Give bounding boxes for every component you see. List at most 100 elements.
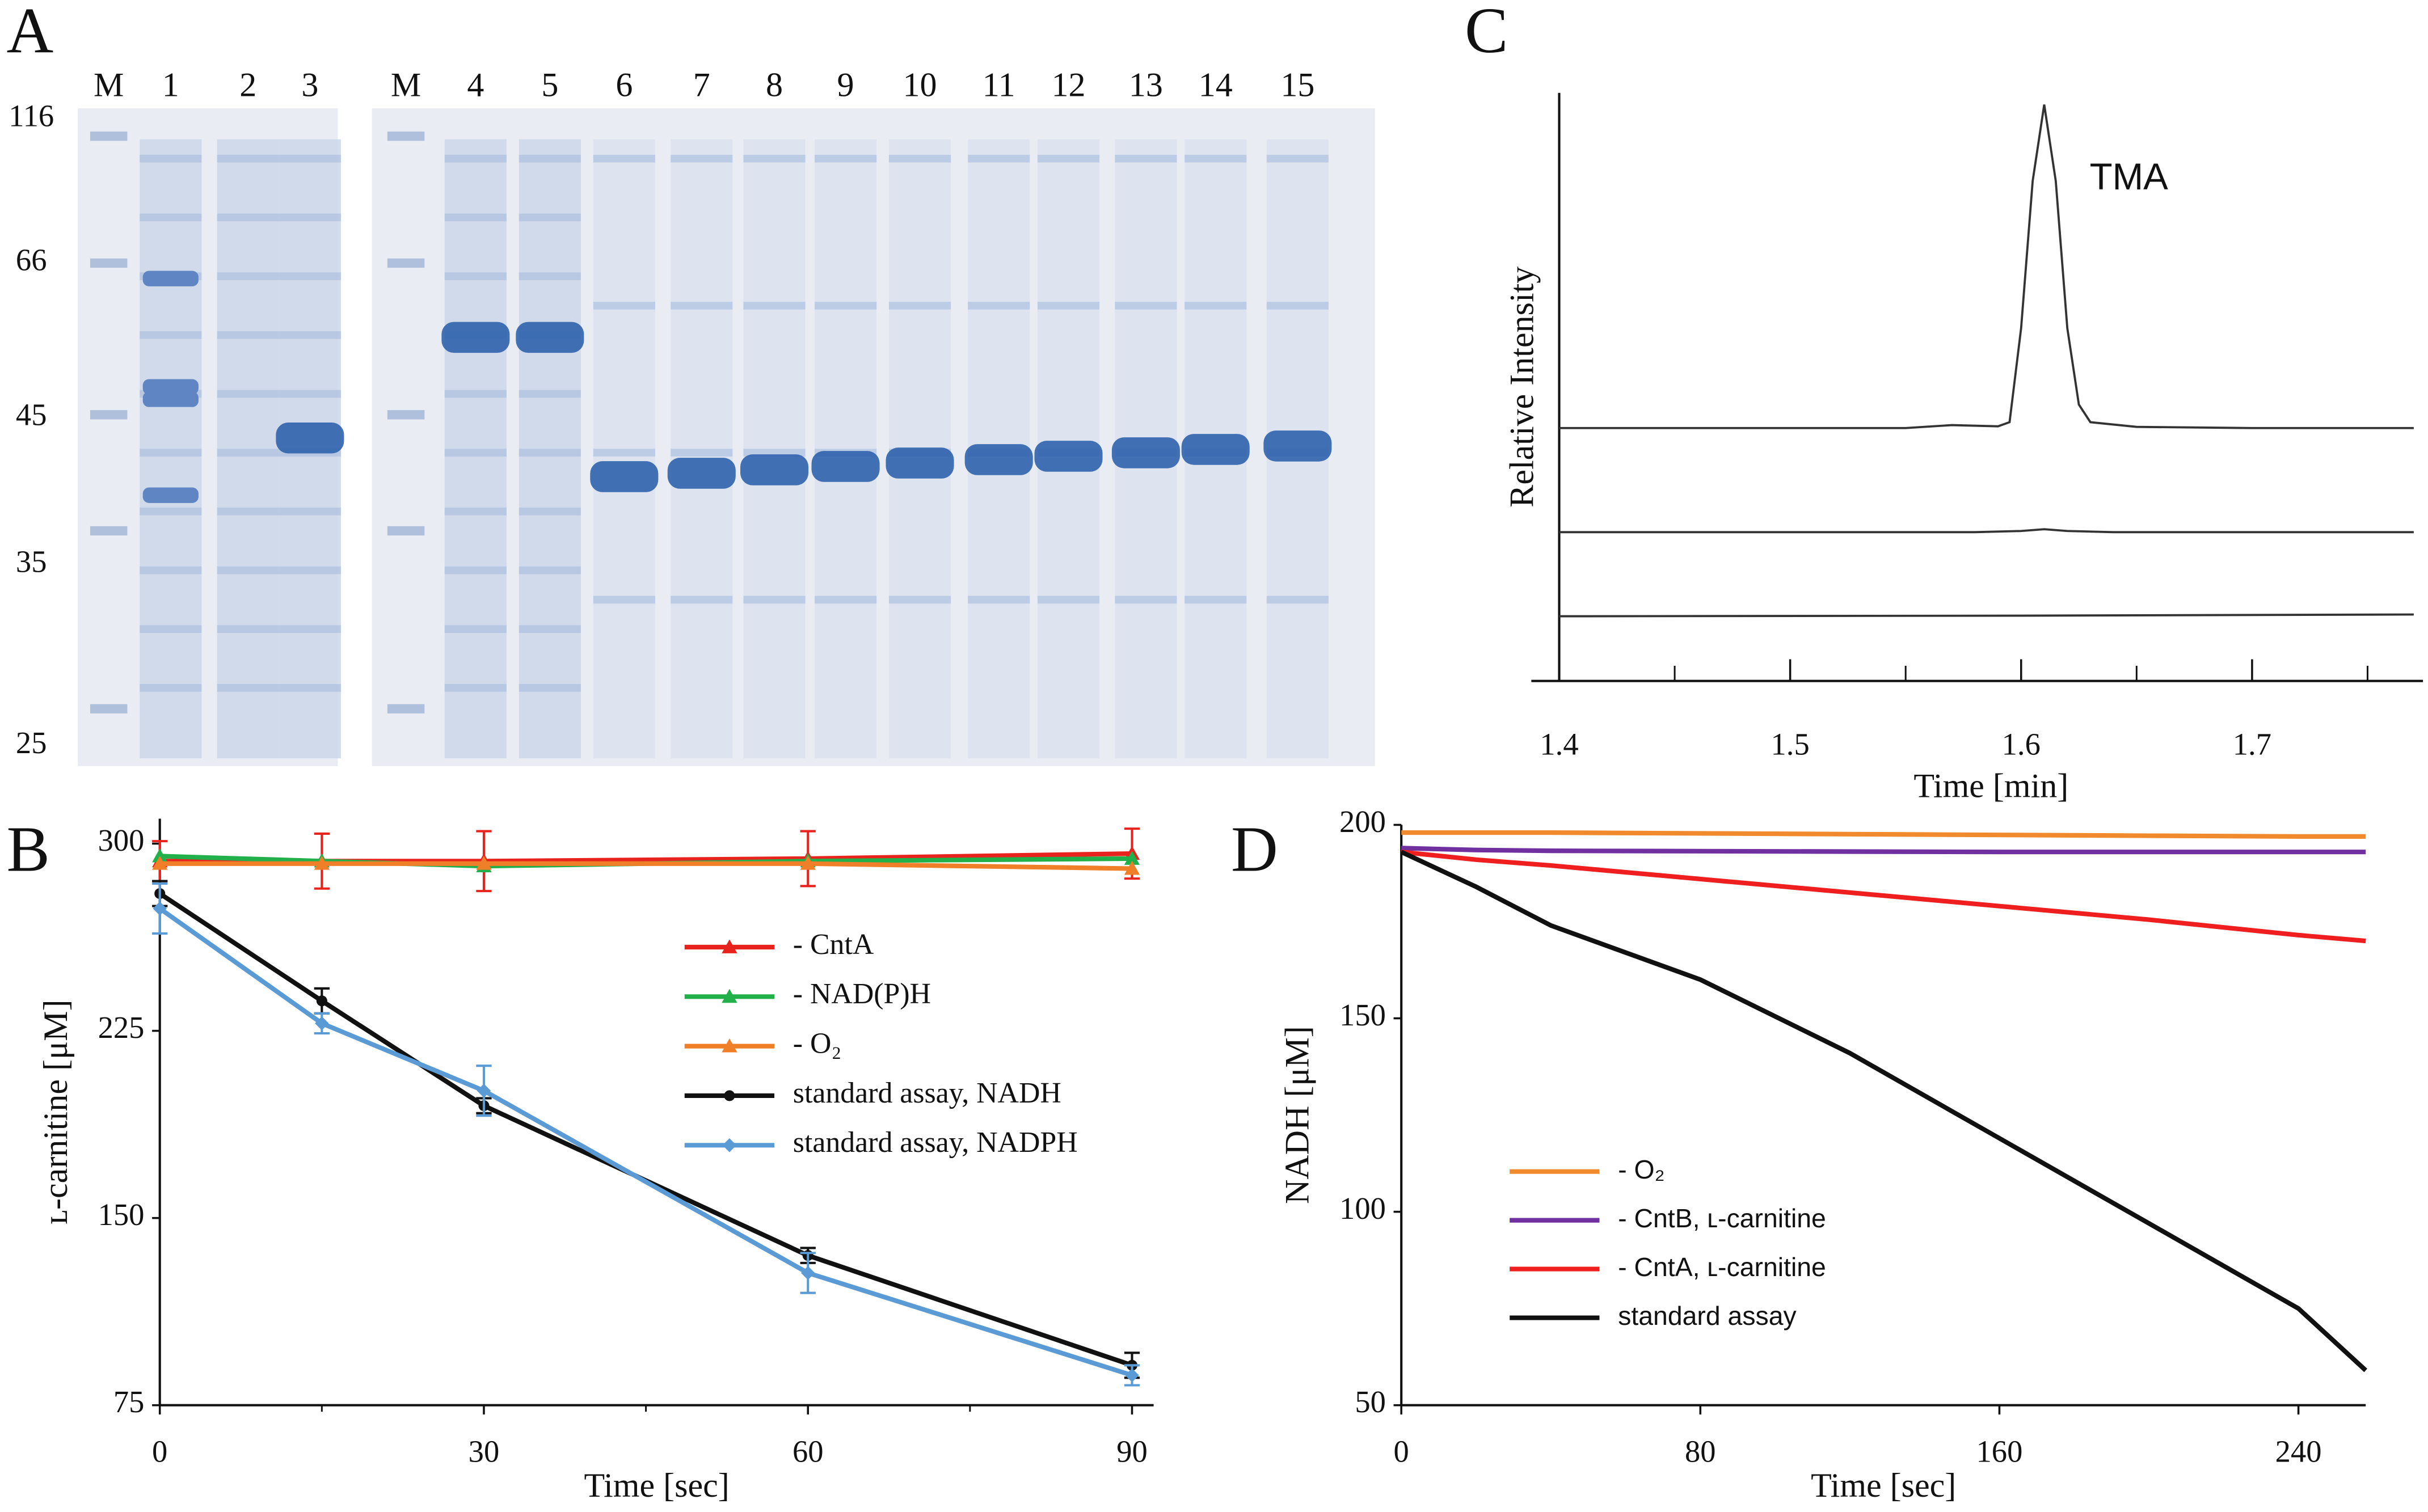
faint-band [1115,154,1177,163]
lane-label: 11 [983,66,1015,103]
point [722,939,737,953]
band [1263,430,1332,462]
faint-band [444,566,507,575]
faint-band [671,595,733,604]
faint-band [444,449,507,457]
lane-label: M [94,66,124,103]
band [142,379,199,395]
faint-band [217,508,279,516]
faint-band [217,449,279,457]
faint-band [1115,595,1177,604]
point [316,995,327,1007]
faint-band [1185,595,1247,604]
band [1034,441,1103,472]
marker-band [387,526,425,536]
faint-band [888,302,951,310]
x-tick-label: 1.6 [2002,727,2041,762]
band [964,444,1033,475]
panel-label: C [1465,0,1508,66]
faint-band [519,213,581,222]
faint-band [217,625,279,633]
faint-band [1266,154,1329,163]
point [314,856,330,870]
lane-label: 13 [1129,66,1163,103]
faint-band [140,213,202,222]
faint-band [279,684,341,692]
faint-band [444,154,507,163]
faint-band [519,272,581,280]
faint-band [968,154,1030,163]
faint-band [814,154,877,163]
y-tick-label: 225 [98,1010,145,1045]
faint-band [217,566,279,575]
lane-label: 3 [301,66,318,103]
lane-label: 15 [1280,66,1314,103]
y-tick-label: 150 [98,1197,145,1232]
faint-band [888,595,951,604]
faint-band [1115,302,1177,310]
faint-band [519,625,581,633]
marker-label: 35 [16,544,47,579]
annotation: TMA [2090,156,2169,197]
lane-label: 14 [1199,66,1233,103]
faint-band [519,508,581,516]
faint-band [217,331,279,339]
faint-band [444,625,507,633]
panel-label: B [7,813,50,885]
marker-band [387,131,425,141]
lane-label: 9 [837,66,854,103]
series-line [1400,850,2367,1372]
x-tick-label: 240 [2275,1434,2322,1469]
faint-band [140,331,202,339]
faint-band [1037,154,1100,163]
faint-band [519,154,581,163]
faint-band [444,390,507,398]
faint-band [519,449,581,457]
x-axis-title: Time [sec] [584,1467,730,1504]
marker-label: 66 [16,242,47,277]
x-tick-label: 1.5 [1771,727,1810,762]
faint-band [743,302,806,310]
point [722,989,737,1003]
trace [1559,613,2414,618]
legend-label: - CntB, ʟ-carnitine [1618,1203,1826,1233]
faint-band [519,390,581,398]
marker-band [90,131,128,141]
x-tick-label: 160 [1976,1434,2023,1469]
x-tick-label: 0 [152,1434,167,1469]
point [724,1090,735,1101]
point [800,856,816,870]
faint-band [593,449,655,457]
lane-label: 12 [1051,66,1085,103]
trace [1559,104,2414,429]
band [142,487,199,503]
faint-band [968,302,1030,310]
panel-label: A [7,0,54,66]
x-tick-label: 30 [469,1434,500,1469]
legend-label: standard assay [1618,1301,1797,1331]
point [153,901,167,916]
band [590,461,659,492]
faint-band [279,331,341,339]
faint-band [888,154,951,163]
marker-label: 45 [16,397,47,432]
point [1124,851,1140,865]
lane-label: 2 [239,66,256,103]
marker-band [90,410,128,420]
y-axis-title: Relative Intensity [1503,267,1540,508]
x-tick-label: 0 [1394,1434,1409,1469]
faint-band [279,566,341,575]
lane-label: 7 [693,66,710,103]
faint-band [671,449,733,457]
lane-label: 4 [467,66,484,103]
faint-band [671,302,733,310]
band [516,322,584,353]
faint-band [968,595,1030,604]
marker-band [90,526,128,536]
legend-label: - CntA [793,928,874,961]
faint-band [279,508,341,516]
faint-band [444,508,507,516]
legend-label: - CntA, ʟ-carnitine [1618,1252,1826,1282]
